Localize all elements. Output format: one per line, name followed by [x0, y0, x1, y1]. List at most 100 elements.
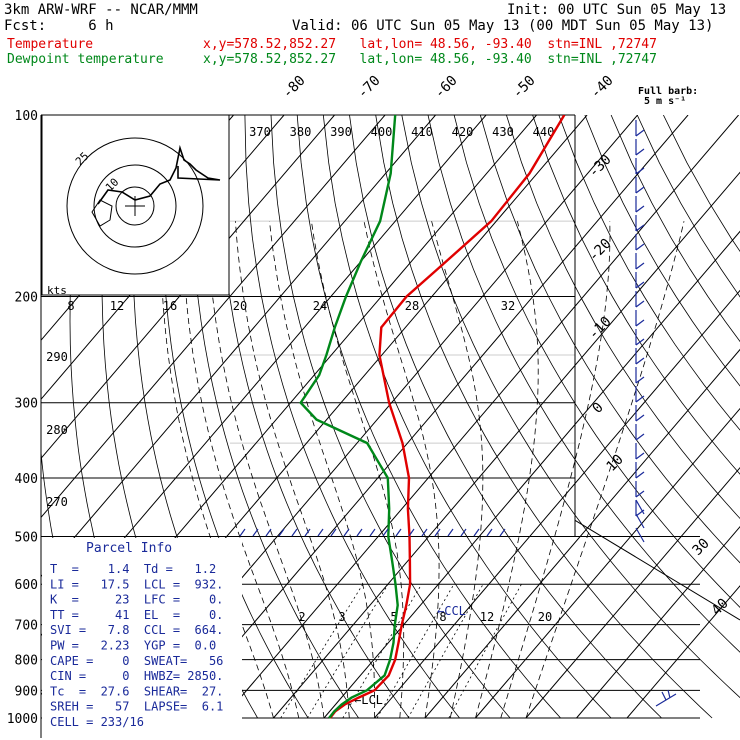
wind-scale-label-24: 24: [313, 299, 327, 313]
barb-legend-title: Full barb:: [638, 86, 698, 97]
shear-tick: [460, 528, 467, 537]
isotherm-60: [626, 585, 740, 719]
wind-barb-flag: [635, 205, 645, 213]
mixing-ratio-label-3: 3: [338, 610, 345, 624]
shear-tick: [291, 528, 298, 537]
dry-adiabat-410: [532, 115, 740, 475]
parcel-info-row: PW = 2.23 YGP = 0.0: [50, 639, 216, 653]
wind-barb-flag: [635, 338, 645, 346]
dry-adiabat-400: [506, 115, 740, 519]
theta-label-420: 420: [452, 125, 474, 139]
hodograph-trace: [97, 144, 221, 205]
shear-tick: [434, 528, 441, 537]
isotherm-10: [374, 289, 740, 719]
shear-tick: [499, 528, 506, 537]
dry-adiabat-330: [322, 115, 612, 719]
adiabat-label-280: 280: [46, 423, 68, 437]
lower-right-bound: [574, 519, 740, 621]
isotherm-label--40: -40: [588, 73, 617, 102]
wind-barb-flag: [635, 186, 645, 194]
wind-barb-flag: [635, 167, 645, 175]
dry-adiabat-440: [610, 115, 740, 343]
wind-barb-flag: [635, 395, 645, 403]
pressure-label-700: 700: [15, 619, 38, 634]
pressure-label-100: 100: [15, 109, 38, 124]
wind-barb-flag: [635, 262, 645, 270]
mixing-ratio-label-12: 12: [480, 610, 494, 624]
dewpoint-legend-label: Dewpoint temperature: [7, 52, 164, 67]
wind-barb-flag: [635, 129, 645, 137]
wind-barb-flag: [635, 376, 645, 384]
theta-label-430: 430: [492, 125, 514, 139]
surface-wind-barb: [655, 689, 677, 707]
wind-barb-staff: [635, 499, 645, 515]
dry-adiabat-370: [427, 115, 740, 653]
ccl-annotation: ←CCL: [437, 604, 466, 618]
isotherm-30: [475, 407, 740, 719]
wind-barb-flag: [635, 281, 645, 289]
dewpoint-trace: [299, 115, 399, 719]
dry-adiabat-290: [218, 115, 410, 719]
parcel-info-row: LI = 17.5 LCL = 932.: [50, 577, 223, 591]
valid-time: Valid: 06 UTC Sun 05 May 13 (00 MDT Sun …: [292, 18, 714, 34]
isotherm-label--70: -70: [355, 73, 384, 102]
parcel-info-row: CELL = 233/16: [50, 715, 144, 729]
wind-scale-label-20: 20: [233, 299, 247, 313]
wind-barb-flag: [635, 243, 645, 251]
dry-adiabat-310: [270, 115, 511, 719]
moist-adiabat-35: [500, 221, 611, 719]
hodograph-storm-motion: [91, 199, 113, 227]
dry-adiabat-350: [375, 115, 713, 719]
pressure-label-500: 500: [15, 530, 38, 545]
wind-barb-flag: [635, 224, 645, 232]
dry-adiabat-280: [190, 115, 359, 719]
shear-tick: [369, 528, 376, 537]
isotherm-40: [525, 466, 740, 719]
dry-adiabat-340: [349, 115, 662, 719]
mixing-ratio-label-8: 8: [439, 610, 446, 624]
parcel-info-row: SREH = 57 LAPSE= 6.1: [50, 700, 223, 714]
isotherm-20: [424, 348, 740, 719]
shear-tick: [252, 528, 259, 537]
adiabat-label-290: 290: [46, 350, 68, 364]
hodograph-ring-2: [115, 186, 155, 226]
isotherm-label--80: -80: [280, 73, 309, 102]
dry-adiabat-300: [244, 115, 460, 719]
barb-legend-unit: 5 m s⁻¹: [644, 96, 686, 107]
isotherm--10: [273, 171, 740, 719]
wind-barb-flag: [635, 471, 645, 479]
shear-tick: [330, 528, 337, 537]
moist-adiabat-20: [363, 221, 440, 719]
isotherm-label-30: 30: [690, 536, 713, 559]
isotherm-label--60: -60: [432, 73, 461, 102]
dry-adiabat-420: [558, 115, 740, 431]
wind-barb-flag: [635, 357, 645, 365]
parcel-info-row: K = 23 LFC = 0.: [50, 593, 223, 607]
pressure-label-300: 300: [15, 397, 38, 412]
mixing-ratio-8: [376, 583, 455, 719]
temperature-legend-label: Temperature: [7, 37, 94, 52]
hodograph-ring-1: [93, 164, 177, 248]
isotherm-50: [576, 526, 740, 719]
parcel-info-title: Parcel Info: [86, 541, 172, 556]
theta-label-390: 390: [330, 125, 352, 139]
mixing-ratio-label-2: 2: [298, 610, 305, 624]
mixing-ratio-label-20: 20: [538, 610, 552, 624]
shear-tick: [343, 528, 350, 537]
theta-label-400: 400: [371, 125, 393, 139]
shear-tick: [356, 528, 363, 537]
dry-adiabat-320: [296, 115, 561, 719]
isotherm-label--10: -10: [586, 314, 615, 343]
isotherm-0: [323, 230, 740, 719]
shear-tick: [278, 528, 285, 537]
shear-tick: [447, 528, 454, 537]
theta-label-440: 440: [533, 125, 555, 139]
theta-label-380: 380: [290, 125, 312, 139]
model-title: 3km ARW-WRF -- NCAR/MMM: [4, 2, 198, 18]
pressure-label-1000: 1000: [7, 712, 38, 727]
forecast-hour: Fcst: 6 h: [4, 18, 114, 34]
isotherm--80: [41, 115, 436, 578]
wind-scale-label-28: 28: [405, 299, 419, 313]
parcel-info-row: SVI = 7.8 CCL = 664.: [50, 623, 223, 637]
